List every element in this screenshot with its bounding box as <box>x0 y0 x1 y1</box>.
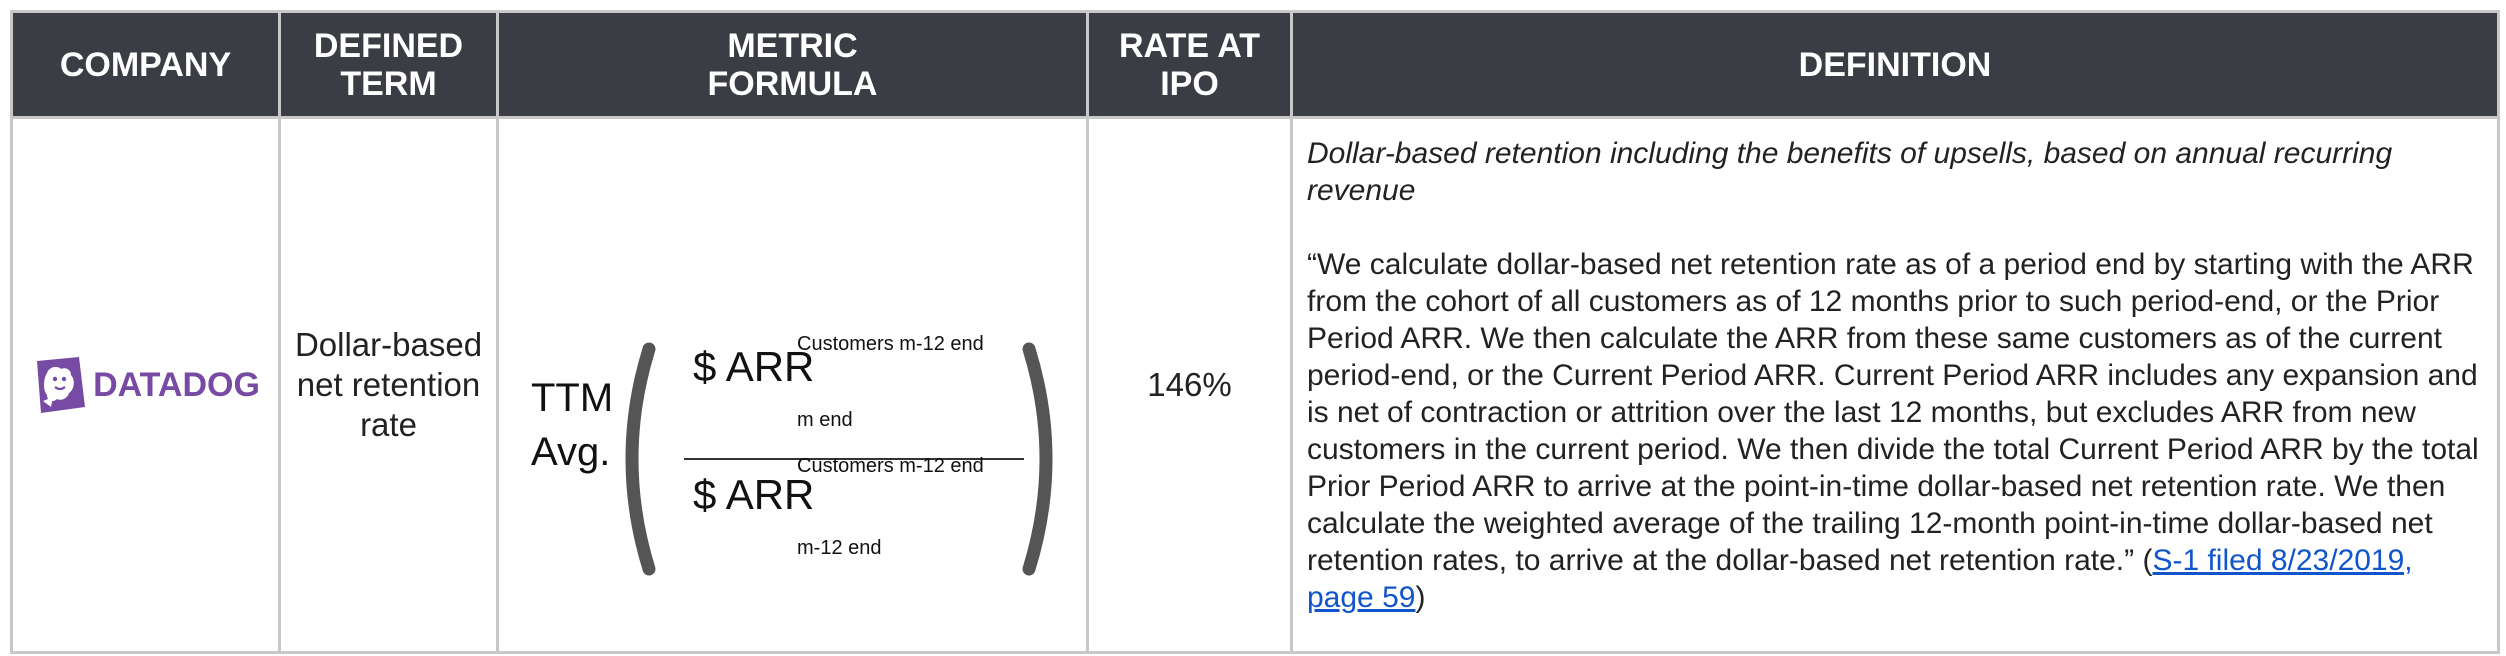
denominator-main: $ ARR <box>693 471 815 518</box>
numerator-subscript: m end <box>797 409 853 431</box>
company-logo-text: DATADOG <box>93 365 260 404</box>
definition-quote-text: “We calculate dollar-based net retention… <box>1307 248 2479 577</box>
definition-quote: “We calculate dollar-based net retention… <box>1307 246 2479 616</box>
formula-cell: TTM Avg. $ ARR Customers m-12 end m end $… <box>496 116 1089 654</box>
metric-formula: TTM Avg. $ ARR Customers m-12 end m end $… <box>499 119 1086 651</box>
table-row: DATADOG Dollar-based net retention rate … <box>10 116 2500 654</box>
numerator-superscript: Customers m-12 end <box>797 333 984 355</box>
formula-prefix: TTM Avg. <box>531 376 614 474</box>
numerator-main: $ ARR <box>693 343 815 390</box>
header-company: COMPANY <box>10 10 281 119</box>
source-link[interactable]: S-1 filed 8/23/2019, page 59 <box>1307 544 2413 614</box>
header-metric-formula: METRIC FORMULA <box>496 10 1089 119</box>
term-line: Dollar-based <box>294 326 483 363</box>
datadog-dog-icon <box>37 357 86 413</box>
formula-brackets <box>625 342 1053 576</box>
company-logo: DATADOG <box>13 357 278 413</box>
metric-table: COMPANY DEFINED TERM METRIC FORMULA RATE A… <box>10 10 2500 654</box>
definition-summary: Dollar-based retention including the ben… <box>1307 137 2393 207</box>
denominator-subscript: m-12 end <box>797 537 882 559</box>
rate-cell: 146% <box>1086 116 1293 654</box>
definition-cell: Dollar-based retention including the ben… <box>1290 116 2500 654</box>
rate-value: 146% <box>1147 366 1232 403</box>
denominator-superscript: Customers m-12 end <box>797 455 984 477</box>
source-paren: ( <box>2134 544 2153 577</box>
header-defined-term: DEFINED TERM <box>278 10 499 119</box>
header-row: COMPANY DEFINED TERM METRIC FORMULA RATE A… <box>10 10 2500 119</box>
source-paren: ) <box>1415 581 1426 614</box>
company-cell: DATADOG <box>10 116 281 654</box>
defined-term-cell: Dollar-based net retention rate <box>278 116 499 654</box>
term-line: rate <box>360 406 417 443</box>
header-definition: DEFINITION <box>1290 10 2500 119</box>
header-rate-at-ipo: RATE AT IPO <box>1086 10 1293 119</box>
term-line: net retention <box>296 366 481 403</box>
